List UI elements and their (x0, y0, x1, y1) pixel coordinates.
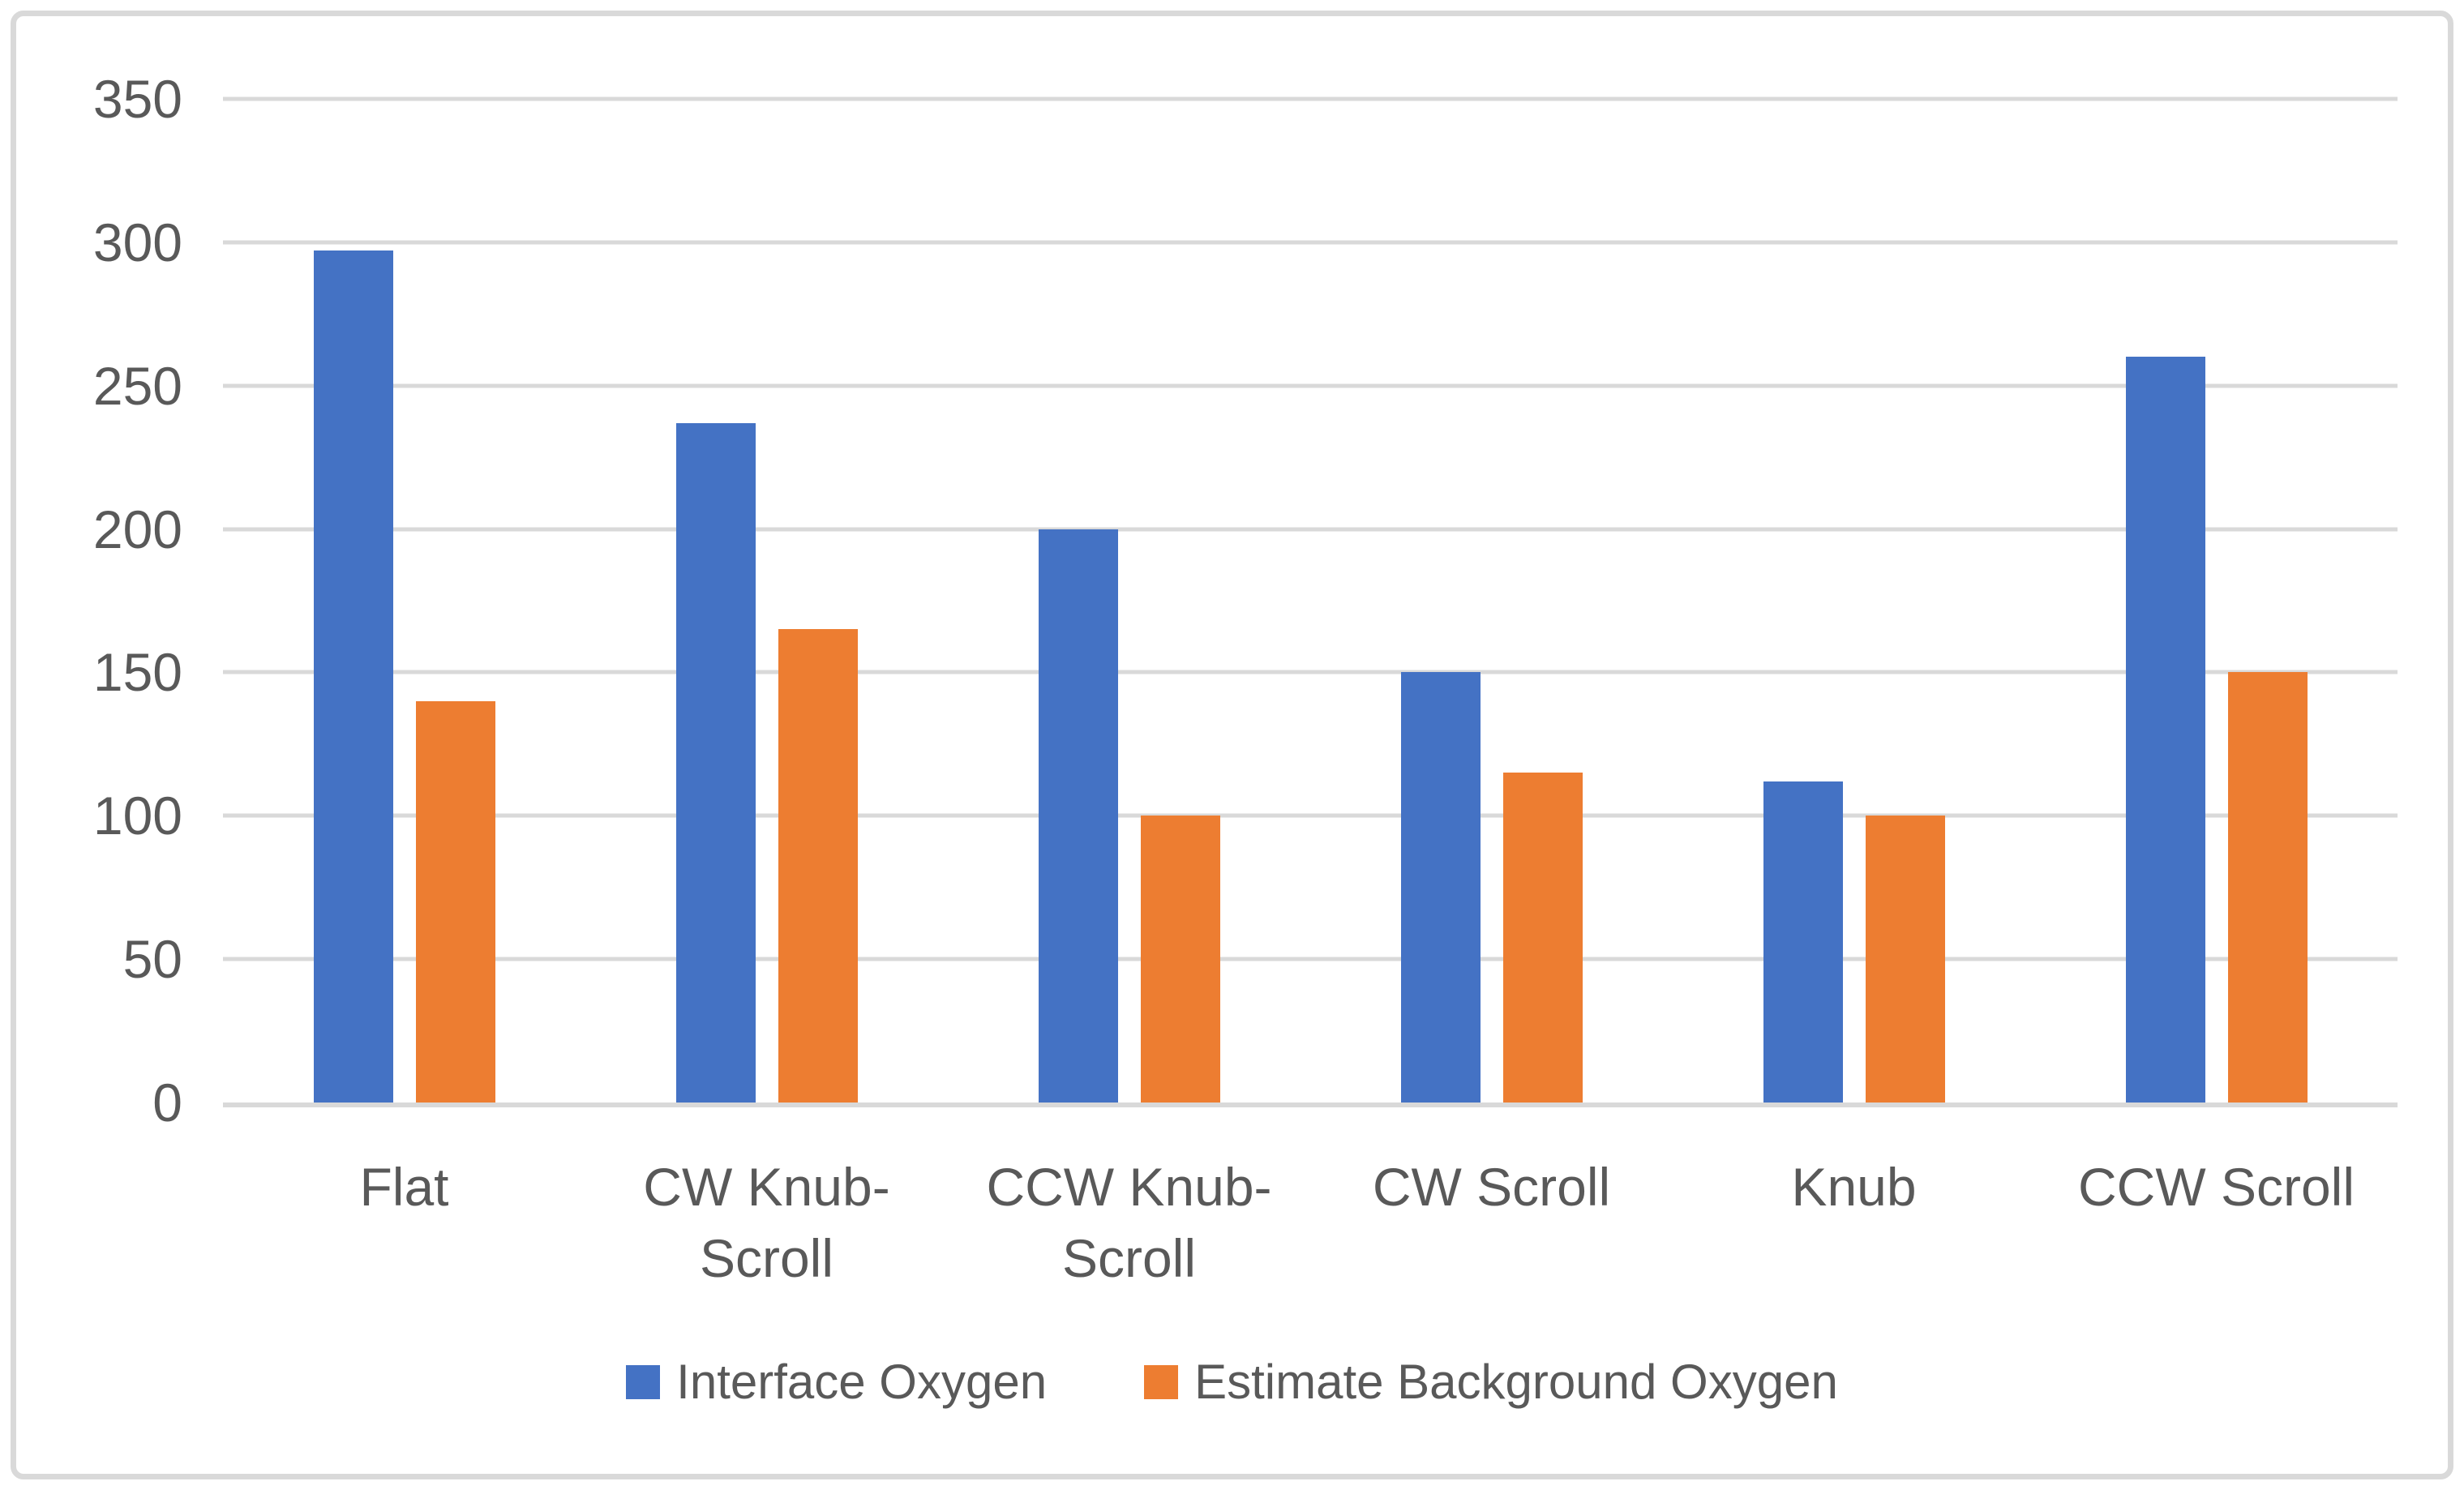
bar-estimate-background-oxygen-ccw-knub-scroll (1140, 816, 1220, 1103)
gridline-200 (223, 527, 2398, 532)
bar-interface-oxygen-knub (1763, 781, 1843, 1103)
gridline-300 (223, 240, 2398, 245)
y-tick-label: 350 (92, 69, 182, 129)
category-group-ccw-knub-scroll (948, 99, 1310, 1103)
y-axis: 0 50 100 150 200 250 300 350 (16, 72, 182, 1129)
x-axis: Flat CW Knub- Scroll CCW Knub- Scroll CW… (223, 1151, 2398, 1294)
gridline-350 (223, 96, 2398, 101)
legend-swatch-interface-oxygen (626, 1365, 661, 1399)
y-tick-label: 0 (152, 1073, 182, 1132)
x-tick-ccw-scroll: CCW Scroll (2035, 1151, 2398, 1294)
x-tick-knub: Knub (1673, 1151, 2035, 1294)
y-tick-label: 50 (122, 929, 182, 990)
bar-estimate-background-oxygen-flat (415, 700, 495, 1103)
legend-item-interface-oxygen: Interface Oxygen (626, 1358, 1047, 1407)
legend-swatch-estimate-background-oxygen (1144, 1365, 1179, 1399)
legend-label: Estimate Background Oxygen (1194, 1355, 1838, 1409)
x-tick-line: CW Knub- (643, 1157, 890, 1217)
x-tick-flat: Flat (223, 1151, 585, 1294)
bar-interface-oxygen-ccw-scroll (2125, 357, 2205, 1103)
bar-estimate-background-oxygen-knub (1865, 816, 1945, 1103)
x-tick-cw-scroll: CW Scroll (1310, 1151, 1673, 1294)
x-tick-line: CW Scroll (1372, 1157, 1611, 1217)
gridline-100 (223, 813, 2398, 818)
x-tick-line: Scroll (1061, 1228, 1197, 1288)
plot-area (223, 96, 2398, 1107)
bar-estimate-background-oxygen-cw-knub-scroll (778, 629, 858, 1103)
legend-label: Interface Oxygen (676, 1355, 1048, 1409)
x-tick-line: CCW Scroll (2078, 1157, 2355, 1217)
y-tick-label: 150 (92, 642, 182, 703)
y-tick-label: 300 (92, 212, 182, 272)
bar-estimate-background-oxygen-cw-scroll (1502, 773, 1583, 1103)
bar-groups (223, 99, 2398, 1103)
category-group-knub (1673, 99, 2035, 1103)
x-tick-line: Flat (359, 1157, 449, 1217)
x-tick-line: Scroll (699, 1228, 834, 1288)
legend-item-estimate-background-oxygen: Estimate Background Oxygen (1144, 1358, 1838, 1407)
bar-interface-oxygen-flat (313, 250, 393, 1103)
x-tick-line: CCW Knub- (986, 1157, 1272, 1217)
category-group-cw-knub-scroll (585, 99, 948, 1103)
bar-interface-oxygen-cw-scroll (1400, 672, 1481, 1103)
bar-estimate-background-oxygen-ccw-scroll (2227, 672, 2308, 1103)
y-tick-label: 200 (92, 499, 182, 559)
x-axis-line (223, 1103, 2398, 1107)
gridline-50 (223, 957, 2398, 961)
x-tick-line: Knub (1791, 1157, 1917, 1217)
legend: Interface Oxygen Estimate Background Oxy… (16, 1358, 2448, 1407)
chart-frame: 0 50 100 150 200 250 300 350 (11, 11, 2453, 1479)
gridline-250 (223, 383, 2398, 388)
x-tick-cw-knub-scroll: CW Knub- Scroll (585, 1151, 948, 1294)
bar-interface-oxygen-ccw-knub-scroll (1038, 529, 1118, 1103)
gridline-150 (223, 670, 2398, 674)
category-group-ccw-scroll (2035, 99, 2398, 1103)
y-tick-label: 100 (92, 786, 182, 846)
x-tick-ccw-knub-scroll: CCW Knub- Scroll (948, 1151, 1310, 1294)
category-group-cw-scroll (1310, 99, 1673, 1103)
category-group-flat (223, 99, 585, 1103)
bar-interface-oxygen-cw-knub-scroll (675, 422, 756, 1103)
y-tick-label: 250 (92, 355, 182, 416)
